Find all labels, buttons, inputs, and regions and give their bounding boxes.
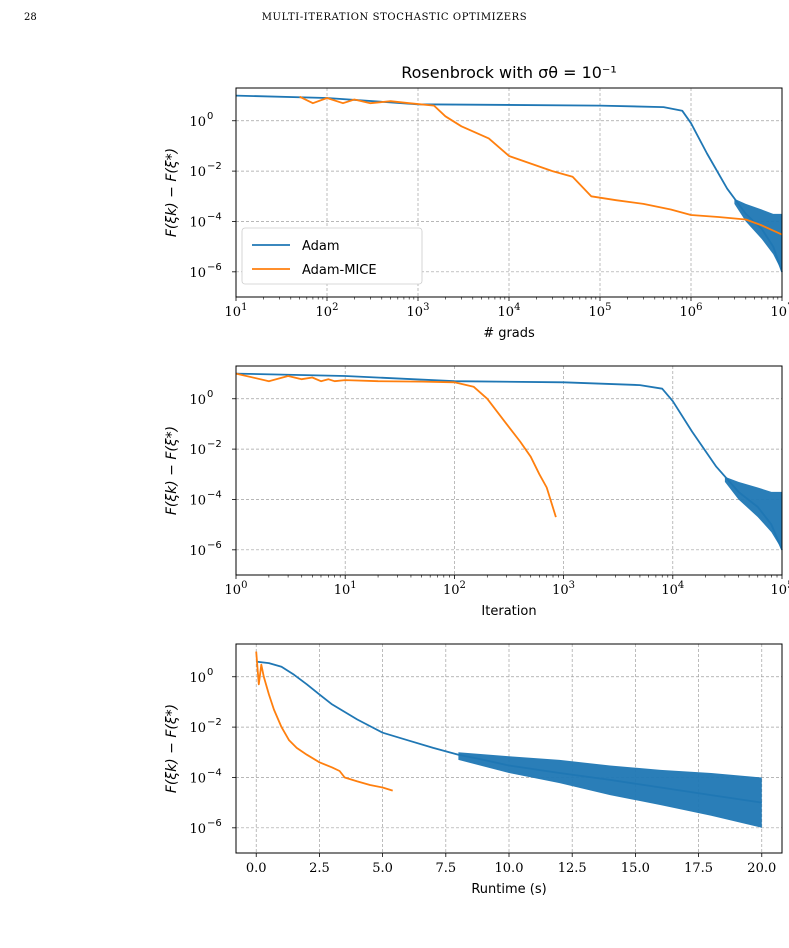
y-tick-label: 10 (189, 544, 206, 559)
y-axis-label: F(ξk) − F(ξ*) (164, 148, 180, 237)
x-tick-label: 12.5 (558, 861, 587, 876)
x-tick-label: 101 (225, 302, 248, 320)
y-tick-label: 10 (189, 115, 206, 130)
y-tick-label: 10 (189, 266, 206, 281)
y-tick-exponent: −2 (207, 161, 222, 172)
y-tick-exponent: −4 (207, 211, 222, 222)
series-line-adam-mice (255, 651, 393, 792)
y-tick-label: 10 (189, 393, 206, 408)
y-tick-label: 10 (189, 443, 206, 458)
y-tick-exponent: −4 (207, 489, 222, 500)
x-tick-label: 100 (225, 580, 248, 598)
y-tick-label: 10 (189, 493, 206, 508)
x-axis-label: Runtime (s) (471, 882, 546, 897)
legend-box (241, 227, 423, 285)
x-tick-label: 107 (771, 302, 789, 320)
x-tick-label: 0.0 (246, 861, 267, 876)
plot-frame (235, 365, 783, 576)
x-tick-label: 105 (771, 580, 789, 598)
y-tick-exponent: −6 (207, 818, 222, 829)
x-tick-label: 104 (498, 302, 521, 320)
page-number: 28 (24, 12, 37, 23)
series-line-adam (235, 372, 783, 551)
x-tick-label: 103 (407, 302, 430, 320)
series-band-adam (458, 752, 762, 828)
y-axis-label: F(ξk) − F(ξ*) (164, 426, 180, 515)
y-tick-exponent: −4 (207, 767, 222, 778)
x-axis-label: Iteration (481, 604, 536, 619)
y-tick-label: 10 (189, 822, 206, 837)
y-tick-exponent: −6 (207, 262, 222, 273)
y-tick-exponent: 0 (207, 111, 213, 122)
x-tick-label: 103 (552, 580, 575, 598)
x-tick-label: 10.0 (495, 861, 524, 876)
series-line-adam-mice (299, 95, 783, 236)
running-head: MULTI-ITERATION STOCHASTIC OPTIMIZERS (261, 12, 528, 23)
x-tick-label: 5.0 (372, 861, 393, 876)
series-band-adam (734, 198, 782, 272)
legend-label: Adam-MICE (302, 263, 377, 278)
x-tick-label: 15.0 (621, 861, 650, 876)
y-axis-label: F(ξk) − F(ξ*) (164, 704, 180, 793)
x-tick-label: 106 (680, 302, 703, 320)
x-tick-label: 7.5 (435, 861, 456, 876)
chart-panel-2: 10010110210310410510010−210−410−6Iterati… (164, 365, 789, 619)
chart-panel-1: 10110210310410510610710010−210−410−6# gr… (164, 63, 789, 341)
x-tick-label: 102 (316, 302, 339, 320)
y-tick-label: 10 (189, 215, 206, 230)
series-band-adam (724, 476, 782, 550)
y-tick-label: 10 (189, 721, 206, 736)
legend-label: Adam (302, 239, 340, 254)
x-tick-label: 17.5 (684, 861, 713, 876)
series-line-adam (256, 660, 762, 804)
chart-title: Rosenbrock with σθ = 10⁻¹ (401, 63, 617, 82)
x-tick-label: 101 (334, 580, 357, 598)
x-tick-label: 20.0 (747, 861, 776, 876)
x-tick-label: 104 (661, 580, 684, 598)
y-tick-exponent: −6 (207, 540, 222, 551)
y-tick-exponent: −2 (207, 717, 222, 728)
x-axis-label: # grads (483, 326, 535, 341)
y-tick-label: 10 (189, 165, 206, 180)
x-tick-label: 102 (443, 580, 466, 598)
y-tick-label: 10 (189, 671, 206, 686)
x-tick-label: 2.5 (309, 861, 330, 876)
legend: Adam Adam-MICE (241, 227, 423, 285)
y-tick-label: 10 (189, 771, 206, 786)
y-tick-exponent: 0 (207, 389, 213, 400)
series-line-adam-mice (235, 372, 557, 518)
chart-panel-3: 0.0 2.5 5.0 7.5 10.0 12.5 15.0 17.5 20.010 010 −21… (164, 643, 783, 897)
x-tick-label: 105 (589, 302, 612, 320)
y-tick-exponent: 0 (207, 667, 213, 678)
y-tick-exponent: −2 (207, 439, 222, 450)
